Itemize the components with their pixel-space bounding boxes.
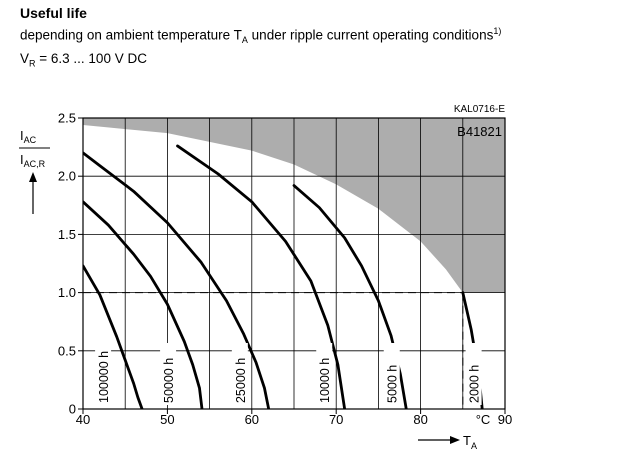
footnote-marker: 1) xyxy=(493,26,502,36)
curve-label-background xyxy=(316,343,333,405)
chart-title: Useful life xyxy=(20,5,87,21)
reference-lines xyxy=(83,292,464,409)
shaded-area xyxy=(83,118,505,293)
y-tick-label: 1.0 xyxy=(58,285,76,300)
curve-label-background xyxy=(95,343,112,405)
y-axis-label: IAC IAC,R xyxy=(19,128,50,214)
curve-label-background xyxy=(465,343,482,405)
subtitle-subscript: A xyxy=(241,35,248,46)
curve-label-background xyxy=(383,343,400,405)
curve-label: 2000 h xyxy=(468,365,482,403)
life-curve xyxy=(176,144,347,409)
voltage-subscript: R xyxy=(29,58,36,69)
y-tick-label: 2.5 xyxy=(58,111,76,126)
shaded-region xyxy=(83,118,505,293)
curve-label: 10000 h xyxy=(318,358,332,403)
curve-label-background xyxy=(160,343,177,405)
chart-subtitle: depending on ambient temperature TA unde… xyxy=(20,26,501,45)
plot-frame xyxy=(82,117,506,410)
curve-label-background xyxy=(231,343,248,405)
voltage-value: = 6.3 ... 100 V DC xyxy=(35,51,147,66)
life-curve xyxy=(83,264,144,409)
curve-label: 5000 h xyxy=(386,365,400,403)
x-tick-label: 70 xyxy=(329,412,343,427)
x-tick-label: 90 xyxy=(498,412,512,427)
x-arrow-head xyxy=(450,436,460,444)
x-unit-label: °C xyxy=(476,412,491,427)
y-tick-label: 0 xyxy=(69,402,76,417)
x-tick-label: 60 xyxy=(245,412,259,427)
chart-code: KAL0716-E xyxy=(454,104,505,115)
x-label: TA xyxy=(463,433,477,451)
y-tick-label: 2.0 xyxy=(58,169,76,184)
curve-labels: 100000 h 50000 h 25000 h 10000 h 5000 h 2000 … xyxy=(95,343,482,405)
x-tick-label: 80 xyxy=(413,412,427,427)
y-arrow-head xyxy=(29,172,37,182)
y-tick-label: 1.5 xyxy=(58,227,76,242)
curve-label: 50000 h xyxy=(162,358,176,403)
axes: 0 0.5 1.0 1.5 2.0 2.5 40 50 60 70 80 90 xyxy=(58,111,512,428)
y-label-denominator: IAC,R xyxy=(20,152,46,169)
x-axis-label: TA xyxy=(418,433,477,451)
subtitle-text: depending on ambient temperature T xyxy=(20,27,242,43)
life-curve xyxy=(83,151,271,409)
curve-label: 25000 h xyxy=(234,358,248,403)
part-number: B41821 xyxy=(457,124,502,139)
y-label-numerator: IAC xyxy=(20,128,37,145)
voltage-range: VR = 6.3 ... 100 V DC xyxy=(20,51,147,69)
subtitle-text-rest: under ripple current operating condition… xyxy=(247,27,494,43)
curve-label: 100000 h xyxy=(97,351,111,403)
y-tick-label: 0.5 xyxy=(58,343,76,358)
x-tick-label: 50 xyxy=(160,412,174,427)
voltage-symbol: V xyxy=(20,51,30,66)
life-curve xyxy=(83,200,204,409)
x-tick-label: 40 xyxy=(76,412,90,427)
